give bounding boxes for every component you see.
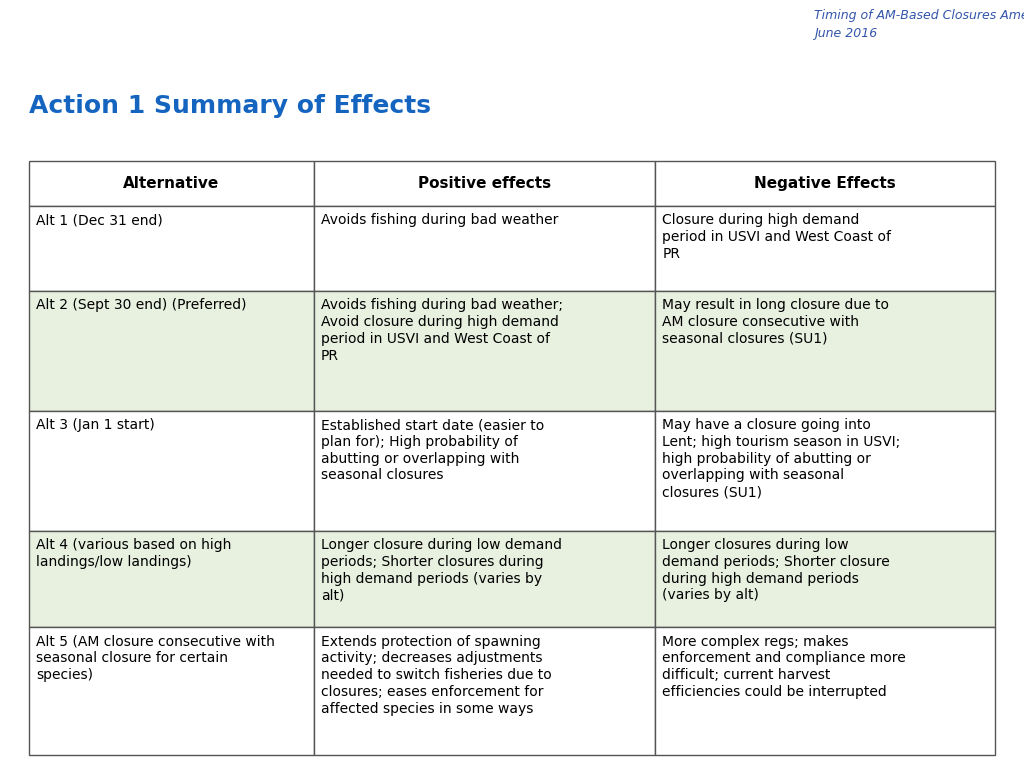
Text: Alt 5 (AM closure consecutive with
seasonal closure for certain
species): Alt 5 (AM closure consecutive with seaso… (36, 634, 274, 682)
Text: Avoids fishing during bad weather: Avoids fishing during bad weather (321, 214, 558, 227)
Bar (313, 531, 655, 627)
Bar (655, 291, 995, 411)
Bar (688, 0, 809, 50)
Text: Avoids fishing during bad weather;
Avoid closure during high demand
period in US: Avoids fishing during bad weather; Avoid… (321, 298, 563, 362)
Text: Positive effects: Positive effects (418, 176, 551, 191)
Text: May have a closure going into
Lent; high tourism season in USVI;
high probabilit: May have a closure going into Lent; high… (663, 418, 900, 499)
Bar (655, 161, 995, 206)
Text: Longer closures during low
demand periods; Shorter closure
during high demand pe: Longer closures during low demand period… (663, 538, 890, 602)
Text: Extends protection of spawning
activity; decreases adjustments
needed to switch : Extends protection of spawning activity;… (321, 634, 552, 716)
Text: Negative Effects: Negative Effects (755, 176, 896, 191)
Text: Alt 3 (Jan 1 start): Alt 3 (Jan 1 start) (36, 418, 155, 432)
Bar (655, 206, 995, 291)
Text: Alt 1 (Dec 31 end): Alt 1 (Dec 31 end) (36, 214, 163, 227)
Bar (29, 627, 313, 755)
Bar (655, 627, 995, 755)
Bar (29, 206, 313, 291)
Bar (313, 291, 655, 411)
Bar (29, 161, 313, 206)
Text: Alternative: Alternative (123, 176, 219, 191)
Bar (655, 411, 995, 531)
Bar (313, 161, 655, 206)
Text: Closure during high demand
period in USVI and West Coast of
PR: Closure during high demand period in USV… (663, 214, 891, 261)
Text: May result in long closure due to
AM closure consecutive with
seasonal closures : May result in long closure due to AM clo… (663, 298, 889, 346)
Bar (313, 206, 655, 291)
Text: Action 1 Summary of Effects: Action 1 Summary of Effects (29, 94, 431, 118)
Text: More complex regs; makes
enforcement and compliance more
difficult; current harv: More complex regs; makes enforcement and… (663, 634, 906, 699)
Text: Alt 4 (various based on high
landings/low landings): Alt 4 (various based on high landings/lo… (36, 538, 231, 569)
Bar (29, 291, 313, 411)
Bar (29, 531, 313, 627)
Bar (313, 627, 655, 755)
Bar (655, 531, 995, 627)
Bar (29, 411, 313, 531)
Text: Longer closure during low demand
periods; Shorter closures during
high demand pe: Longer closure during low demand periods… (321, 538, 562, 602)
Bar (313, 411, 655, 531)
Text: Alt 2 (Sept 30 end) (Preferred): Alt 2 (Sept 30 end) (Preferred) (36, 298, 247, 313)
Text: Established start date (easier to
plan for); High probability of
abutting or ove: Established start date (easier to plan f… (321, 418, 544, 482)
Text: Timing of AM-Based Closures Amendment
June 2016: Timing of AM-Based Closures Amendment Ju… (814, 9, 1024, 41)
